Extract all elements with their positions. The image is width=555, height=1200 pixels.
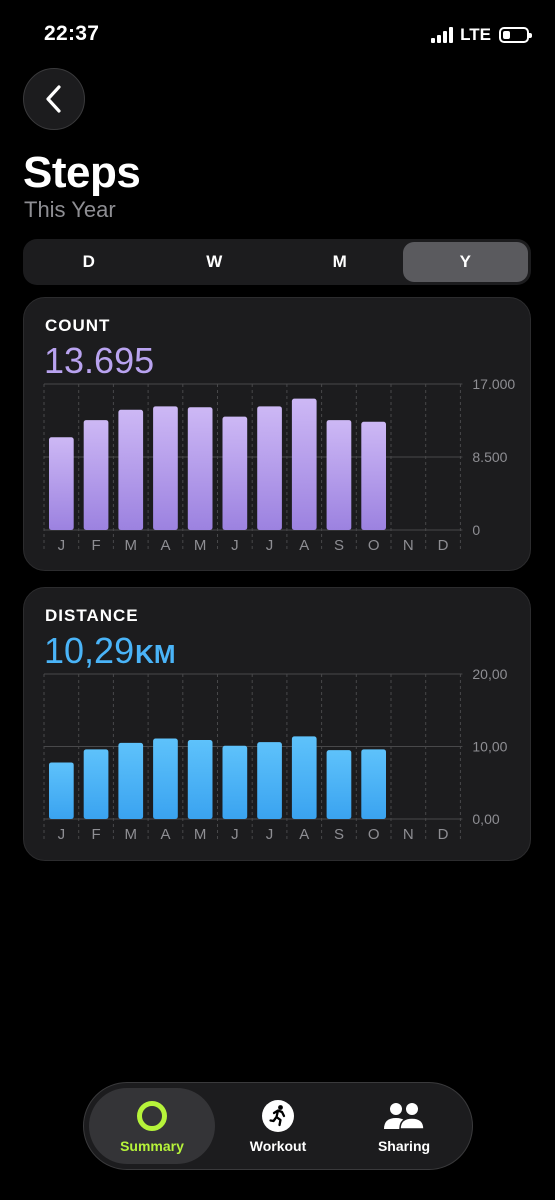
x-tick-label: S — [334, 826, 344, 843]
x-tick-label: J — [266, 537, 274, 554]
x-tick-label: M — [194, 826, 207, 843]
page-subtitle: This Year — [24, 197, 116, 222]
distance-chart: 20,00 10,00 0,00 J F M A M J J A S O N D — [43, 666, 508, 843]
count-label: COUNT — [45, 316, 111, 335]
chart-bar[interactable] — [83, 420, 109, 530]
distance-unit: KM — [135, 639, 176, 669]
running-figure-icon — [262, 1099, 294, 1132]
chart-bar[interactable] — [291, 736, 317, 819]
x-tick-label: N — [403, 826, 414, 843]
x-tick-label: A — [299, 537, 309, 554]
people-icon — [384, 1102, 425, 1130]
y-tick-label: 17.000 — [472, 376, 515, 392]
chart-bar[interactable] — [257, 406, 282, 530]
status-time: 22:37 — [44, 22, 100, 45]
chart-bar[interactable] — [291, 398, 317, 530]
activity-ring-icon — [137, 1100, 167, 1131]
chart-bar[interactable] — [153, 406, 178, 530]
x-tick-label: O — [368, 826, 380, 843]
distance-number: 10,29 — [44, 630, 135, 671]
chart-bar[interactable] — [187, 739, 213, 819]
range-option-year[interactable]: Y — [402, 242, 528, 282]
x-tick-label: N — [403, 537, 414, 554]
distance-label: DISTANCE — [45, 606, 139, 625]
signal-icon — [431, 27, 454, 43]
chart-bar[interactable] — [361, 421, 386, 530]
back-button[interactable] — [23, 68, 85, 130]
x-tick-label: J — [231, 826, 239, 843]
x-tick-label: M — [125, 537, 138, 554]
x-tick-label: A — [299, 826, 309, 843]
tab-workout-label: Workout — [249, 1137, 307, 1154]
battery-icon — [499, 27, 532, 43]
status-bar: 22:37 LTE — [0, 0, 555, 70]
x-tick-label: F — [91, 826, 100, 843]
chart-bar[interactable] — [49, 437, 74, 530]
status-indicators: LTE — [431, 25, 532, 45]
x-tick-label: J — [266, 826, 274, 843]
chart-bar[interactable] — [222, 416, 248, 530]
x-tick-label: J — [231, 537, 239, 554]
count-card[interactable]: COUNT 13.695 17.000 8.500 0 J F M A M J J A S O N D — [23, 297, 531, 571]
network-type: LTE — [460, 25, 491, 44]
y-tick-label: 20,00 — [472, 666, 507, 682]
x-tick-label: A — [160, 537, 170, 554]
chart-bar[interactable] — [326, 750, 352, 819]
x-tick-label: F — [91, 537, 100, 554]
chart-bar[interactable] — [153, 738, 178, 819]
chart-bar[interactable] — [118, 409, 144, 530]
y-tick-label: 8.500 — [472, 449, 507, 465]
chart-bar[interactable] — [222, 745, 248, 819]
x-tick-label: J — [58, 537, 66, 554]
chart-bar[interactable] — [187, 407, 213, 530]
chart-bar[interactable] — [326, 420, 352, 530]
y-tick-label: 0 — [472, 522, 480, 538]
range-option-month[interactable]: M — [332, 252, 347, 271]
tab-sharing-label: Sharing — [377, 1137, 431, 1154]
x-tick-label: D — [438, 537, 449, 554]
range-option-day[interactable]: D — [82, 252, 95, 271]
page-title: Steps — [23, 148, 141, 197]
x-tick-label: A — [160, 826, 170, 843]
x-tick-label: M — [194, 537, 207, 554]
chart-bar[interactable] — [257, 742, 282, 819]
x-tick-label: D — [438, 826, 449, 843]
distance-card[interactable]: DISTANCE 10,29KM 20,00 10,00 0,00 J F M A M J J A S… — [23, 587, 531, 861]
y-tick-label: 10,00 — [472, 739, 507, 755]
x-tick-label: M — [125, 826, 138, 843]
range-selector: D W M Y — [23, 239, 531, 285]
chevron-left-icon — [46, 85, 61, 113]
distance-value: 10,29KM — [44, 630, 176, 672]
tab-summary-label: Summary — [120, 1137, 184, 1154]
range-option-week[interactable]: W — [206, 252, 223, 271]
tab-workout[interactable]: Workout — [215, 1088, 341, 1164]
chart-bar[interactable] — [83, 749, 109, 819]
x-tick-label: O — [368, 537, 380, 554]
chart-bar[interactable] — [361, 749, 386, 819]
tab-summary[interactable]: Summary — [89, 1088, 215, 1164]
y-tick-label: 0,00 — [472, 811, 499, 827]
count-chart: 17.000 8.500 0 J F M A M J J A S O N D — [43, 376, 515, 554]
count-value: 13.695 — [44, 340, 155, 381]
tab-bar: Summary Workout Sharing — [83, 1082, 473, 1170]
chart-bar[interactable] — [49, 762, 74, 819]
tab-sharing[interactable]: Sharing — [341, 1088, 467, 1164]
x-tick-label: S — [334, 537, 344, 554]
chart-bar[interactable] — [118, 742, 144, 819]
x-tick-label: J — [58, 826, 66, 843]
